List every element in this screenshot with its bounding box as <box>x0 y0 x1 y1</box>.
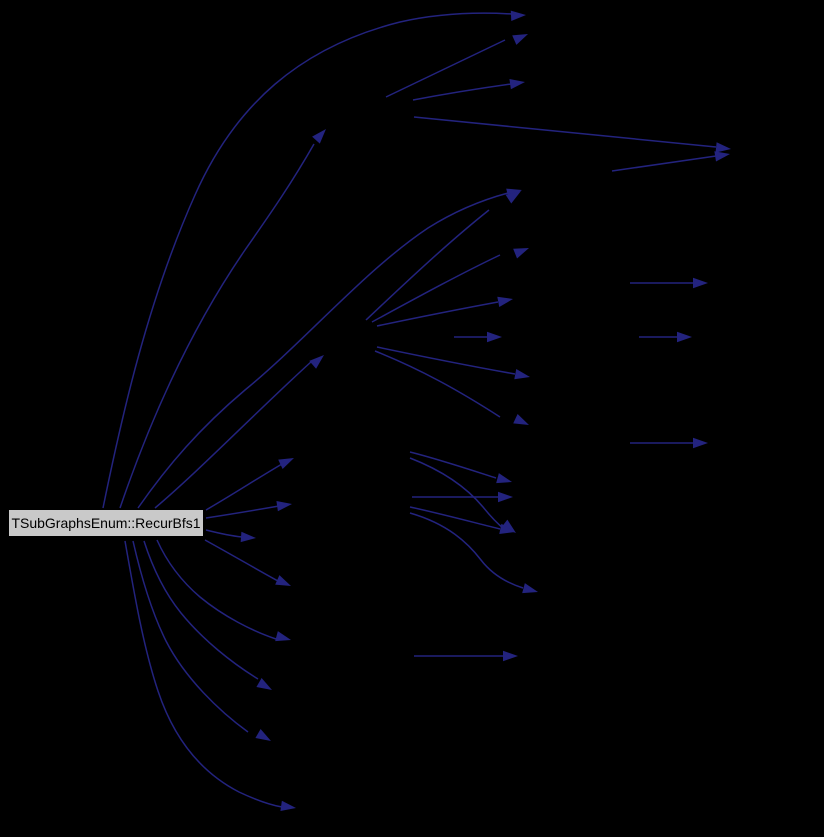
edge-arrowhead-nodeA-out-1 <box>512 34 528 45</box>
edge-arrowhead-main-mid-a <box>312 129 326 144</box>
call-edge-nodeB-out-4 <box>376 346 516 375</box>
call-edge-main-fan-7 <box>132 540 249 733</box>
edge-arrowhead-nodeA-out-2 <box>509 78 525 90</box>
edge-arrowhead-nodeB-out-4 <box>514 369 530 380</box>
edge-arrowhead-main-fan-5 <box>275 631 291 642</box>
edge-arrowhead-cluster-4 <box>499 523 515 534</box>
edge-arrowhead-main-fan-7 <box>255 728 271 741</box>
edge-arrowhead-main-fan-4 <box>275 575 291 586</box>
edge-arrowhead-short-mid <box>487 331 502 343</box>
call-edge-cluster-2 <box>409 457 505 530</box>
call-edge-nodeB-out-3 <box>376 301 499 327</box>
call-edge-cluster-1 <box>409 451 497 479</box>
call-edge-nodeB-out-2 <box>371 254 501 323</box>
call-edge-main-mid-a <box>119 143 315 509</box>
edge-arrowhead-main-fan-3 <box>240 531 256 543</box>
edge-arrowhead-nodeA-out-3 <box>715 142 731 153</box>
edge-arrowhead-cluster-2 <box>500 519 516 533</box>
call-edge-cluster-5 <box>409 512 524 589</box>
call-edge-main-top-1 <box>102 12 513 509</box>
edge-arrowhead-main-fan-1 <box>278 458 294 470</box>
call-edge-main-mid-b <box>154 360 313 509</box>
edge-arrowhead-main-fan-8 <box>280 800 296 812</box>
graph-node-label: TSubGraphsEnum::RecurBfs1 <box>11 515 201 531</box>
edge-arrowhead-right-straight-3 <box>693 437 708 449</box>
call-edge-cluster-4 <box>409 506 501 530</box>
edge-arrowhead-nodeB-out-5 <box>513 413 529 425</box>
call-edge-nodeA-out-3 <box>413 116 717 148</box>
edge-arrowhead-main-fan-6 <box>256 677 272 690</box>
call-edge-nodeA-out-1 <box>385 39 506 98</box>
edge-arrowhead-main-top-1 <box>510 10 526 21</box>
edge-arrowhead-nodeB-out-1 <box>505 191 521 204</box>
edge-arrowhead-nodeB-out-3 <box>497 296 513 307</box>
edge-arrowhead-main-fan-2 <box>276 500 292 512</box>
call-edge-nodeC-out-1 <box>611 155 717 172</box>
edge-arrowhead-right-straight-2 <box>677 331 692 343</box>
edge-arrowhead-right-straight-1 <box>693 277 708 289</box>
edge-arrowhead-main-mid-b <box>309 355 324 369</box>
edge-arrowhead-cluster-3 <box>498 491 513 503</box>
call-edge-main-fan-1 <box>205 463 283 511</box>
call-edge-nodeB-out-5 <box>374 350 501 418</box>
call-edge-nodeB-out-1 <box>365 209 490 321</box>
call-edge-main-fan-8 <box>124 540 283 808</box>
call-edge-main-fan-5 <box>156 539 277 640</box>
edge-arrowhead-nodeB-out-2 <box>513 248 529 259</box>
call-edge-main-fan-3 <box>205 529 243 538</box>
call-edge-nodeA-out-2 <box>412 83 512 101</box>
call-edge-main-level3-1 <box>137 192 509 509</box>
call-edge-main-fan-6 <box>143 540 259 680</box>
edge-arrowhead-cluster-5 <box>522 583 538 594</box>
call-edge-main-fan-2 <box>205 505 280 519</box>
edge-arrowhead-nodeC-out-1 <box>714 151 730 162</box>
edge-arrowhead-cluster-1 <box>496 473 512 484</box>
graph-node-recurbfs1[interactable]: TSubGraphsEnum::RecurBfs1 <box>8 509 204 537</box>
call-edge-main-fan-4 <box>204 539 279 582</box>
edge-arrowhead-lower-straight <box>503 650 518 662</box>
